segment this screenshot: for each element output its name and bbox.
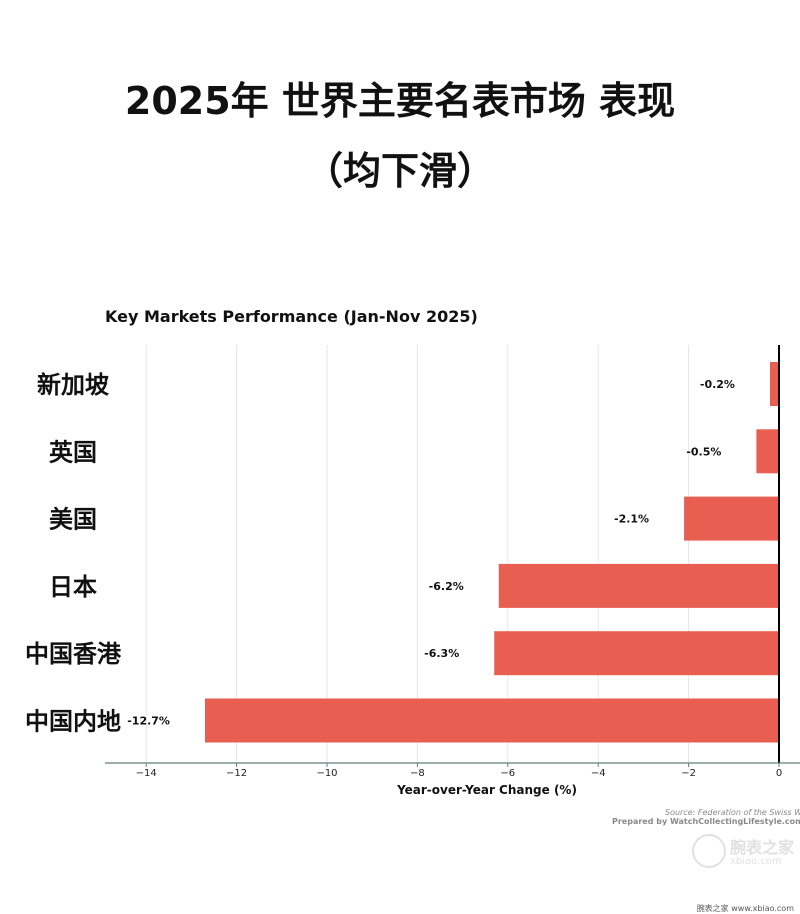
bar [204,698,779,743]
x-tick-label: −12 [226,768,247,779]
category-label: 日本 [49,573,97,601]
main-title-line2: （均下滑） [304,149,495,193]
x-tick-label: 0 [776,768,782,779]
x-tick-label: −4 [591,768,606,779]
bar [756,429,779,474]
x-axis-title: Year-over-Year Change (%) [396,783,577,797]
value-label: -2.1% [614,513,649,526]
category-label: 新加坡 [37,371,109,399]
x-tick-label: −14 [136,768,157,779]
bar [769,362,779,406]
watermark-url: xbiao.com [730,856,782,867]
bar [494,631,779,676]
x-tick-label: −2 [681,768,696,779]
bar [498,563,779,608]
x-tick-label: −10 [316,768,337,779]
x-tick-label: −8 [410,768,425,779]
footer-brand: 腕表之家 www.xbiao.com [696,904,794,913]
value-label: -6.3% [424,647,459,660]
category-label: 中国香港 [25,640,122,668]
category-label: 英国 [49,438,97,466]
category-label: 美国 [49,506,97,534]
value-label: -12.7% [127,715,170,728]
value-label: -0.2% [700,378,735,391]
source-note: Source: Federation of the Swiss Watch In… [665,808,800,817]
value-label: -6.2% [429,580,464,593]
main-title-line1: 2025年 世界主要名表市场 表现 [124,79,676,123]
chart-title: Key Markets Performance (Jan-Nov 2025) [105,307,478,326]
prepared-by-note: Prepared by WatchCollectingLifestyle.com… [612,817,800,826]
category-label: 中国内地 [25,708,121,736]
bar [684,496,779,541]
value-label: -0.5% [686,445,721,458]
watermark-text: 腕表之家 [730,838,795,857]
watermark-logo: 腕表之家 xbiao.com [688,828,800,888]
watch-icon [692,834,726,868]
x-tick-label: −6 [500,768,515,779]
